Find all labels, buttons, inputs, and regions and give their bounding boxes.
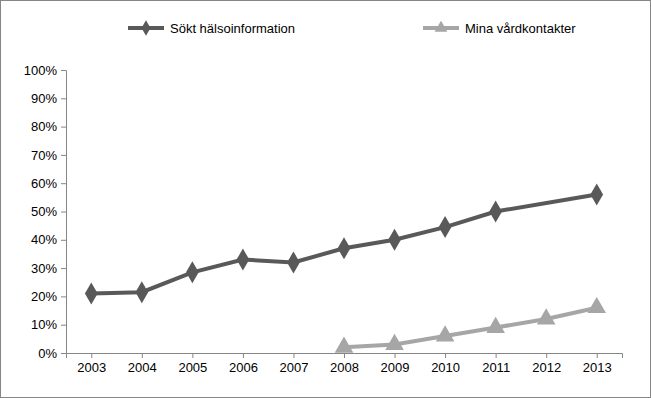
y-tick: 80% <box>31 119 66 134</box>
y-tick-label: 0% <box>38 346 57 361</box>
y-axis: 0% 10% 20% 30% 40% 50% 60% 70% 80% 90% 100% <box>24 63 67 361</box>
x-tick: 2008 <box>330 353 359 375</box>
y-tick: 90% <box>31 91 66 106</box>
series-marker <box>85 283 98 305</box>
series-marker <box>338 237 351 259</box>
x-tick: 2005 <box>178 353 207 375</box>
legend-label: Mina vårdkontakter <box>465 21 576 36</box>
y-tick-label: 40% <box>31 232 57 247</box>
series-marker <box>489 200 502 222</box>
series-marker <box>335 337 354 353</box>
x-tick-label: 2006 <box>229 360 258 375</box>
y-tick: 100% <box>24 63 66 78</box>
legend-item: Mina vårdkontakter <box>423 21 576 36</box>
y-tick-label: 70% <box>31 148 57 163</box>
y-tick-label: 80% <box>31 119 57 134</box>
y-tick-mark <box>61 70 66 71</box>
y-tick-mark <box>61 325 66 326</box>
y-tick-mark <box>61 240 66 241</box>
y-tick-label: 60% <box>31 176 57 191</box>
x-tick-label: 2013 <box>583 360 612 375</box>
x-tick-mark <box>142 353 143 358</box>
y-tick-mark <box>61 183 66 184</box>
series-marker <box>186 261 199 283</box>
x-tick-label: 2011 <box>482 360 510 375</box>
series-line <box>91 195 596 294</box>
series-marker <box>385 334 404 350</box>
x-tick-mark <box>597 353 598 358</box>
y-tick: 20% <box>31 289 66 304</box>
y-tick-mark <box>61 155 66 156</box>
y-tick: 50% <box>31 204 66 219</box>
x-tick-label: 2008 <box>330 360 359 375</box>
legend: Sökt hälsoinformation Mina vårdkontakter <box>128 20 576 36</box>
x-tick-mark <box>395 353 396 358</box>
series-marker <box>486 317 505 333</box>
x-tick-mark <box>344 353 345 358</box>
chart: 0%10%20%30%40%50%60%70%80%90%100%2003200… <box>0 0 651 398</box>
x-tick-mark <box>293 353 294 358</box>
x-tick: 2009 <box>381 353 410 375</box>
x-tick: 2013 <box>583 353 612 375</box>
series-marker <box>135 281 148 303</box>
x-tick-label: 2007 <box>279 360 308 375</box>
x-tick-mark <box>546 353 547 358</box>
y-tick-label: 30% <box>31 261 57 276</box>
x-axis-line <box>67 354 623 359</box>
legend-marker <box>142 20 151 36</box>
x-tick: 2003 <box>77 353 106 375</box>
y-tick-mark <box>61 212 66 213</box>
y-tick-label: 90% <box>31 91 57 106</box>
x-tick: 2011 <box>482 353 510 375</box>
y-tick: 10% <box>31 317 66 332</box>
x-tick-mark <box>243 353 244 358</box>
legend-marker <box>435 21 448 32</box>
series-line <box>344 308 597 348</box>
x-tick: 2007 <box>279 353 308 375</box>
x-tick-mark <box>445 353 446 358</box>
x-tick-mark <box>192 353 193 358</box>
y-tick: 70% <box>31 148 66 163</box>
series-marker <box>237 249 250 271</box>
y-tick: 40% <box>31 232 66 247</box>
series-marker <box>439 216 452 238</box>
y-axis-line <box>61 71 67 354</box>
series-marker <box>287 251 300 273</box>
chart-frame <box>1 1 651 398</box>
series-marker <box>537 308 556 324</box>
y-tick-mark <box>61 353 66 354</box>
x-tick-mark <box>91 353 92 358</box>
y-tick-mark <box>61 98 66 99</box>
x-tick: 2012 <box>532 353 561 375</box>
x-tick: 2004 <box>128 353 157 375</box>
x-tick-label: 2004 <box>128 360 157 375</box>
series-marker <box>388 229 401 251</box>
series-marker <box>436 325 455 341</box>
plot-area <box>85 184 606 353</box>
y-tick: 30% <box>31 261 66 276</box>
y-tick-label: 50% <box>31 204 57 219</box>
x-tick-label: 2005 <box>178 360 207 375</box>
x-tick-label: 2010 <box>431 360 460 375</box>
x-axis: 2003 2004 2005 2006 2007 2008 2009 2010 2011 2012… <box>67 353 623 375</box>
y-tick-label: 100% <box>24 63 58 78</box>
y-tick-label: 10% <box>31 317 57 332</box>
x-tick-mark <box>496 353 497 358</box>
legend-label: Sökt hälsoinformation <box>170 21 295 36</box>
y-tick: 60% <box>31 176 66 191</box>
x-tick: 2010 <box>431 353 460 375</box>
x-tick-label: 2012 <box>532 360 561 375</box>
series-marker <box>587 297 606 313</box>
y-tick-label: 20% <box>31 289 57 304</box>
y-tick: 0% <box>38 346 66 361</box>
y-tick-mark <box>61 268 66 269</box>
x-tick-label: 2009 <box>381 360 410 375</box>
y-tick-mark <box>61 127 66 128</box>
legend-item: Sökt hälsoinformation <box>128 20 295 36</box>
y-tick-mark <box>61 296 66 297</box>
x-tick: 2006 <box>229 353 258 375</box>
series-marker <box>590 184 603 206</box>
x-tick-label: 2003 <box>77 360 106 375</box>
